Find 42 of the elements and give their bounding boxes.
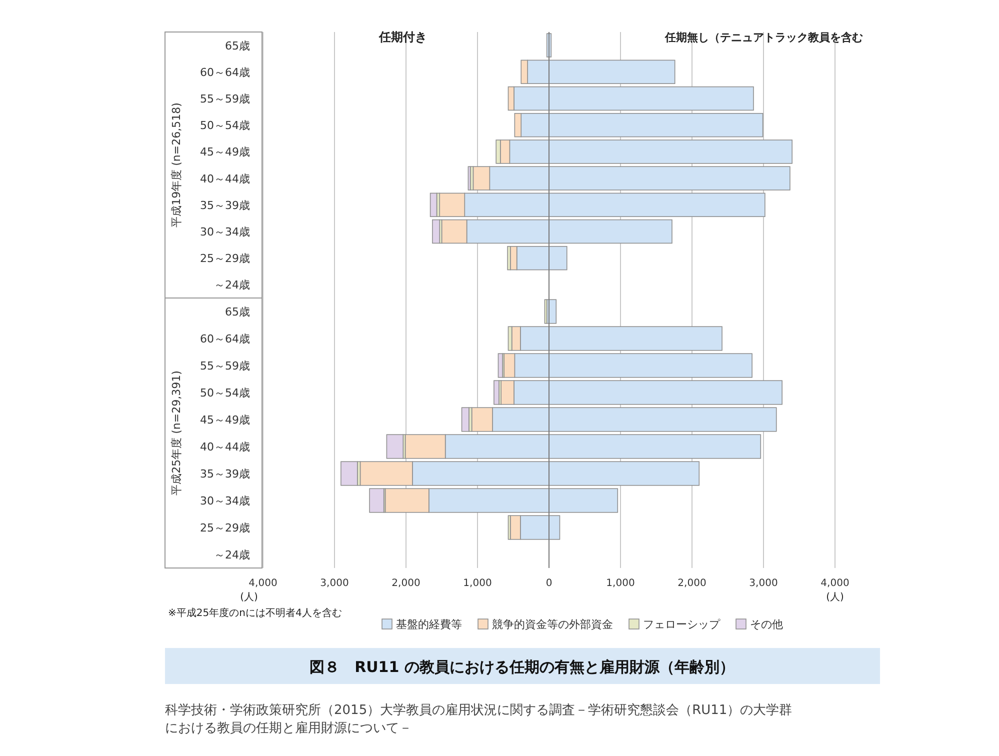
x-tick-label: 3,000 — [320, 578, 349, 589]
y-tick-label: 45～49歳 — [200, 414, 250, 426]
legend-label: その他 — [750, 618, 783, 631]
legend-label: 競争的資金等の外部資金 — [492, 618, 613, 631]
y-tick-label: 65歳 — [225, 306, 250, 318]
y-tick-label: ～24歳 — [214, 548, 250, 562]
x-tick-label: 1,000 — [606, 578, 635, 589]
annotation: 任期付き — [378, 30, 427, 44]
y-tick-label: 40～44歳 — [200, 440, 250, 454]
y-tick-label: ～24歳 — [214, 278, 250, 292]
y-tick-label: 45～49歳 — [200, 146, 250, 159]
y-tick-label: 35～39歳 — [200, 198, 250, 212]
y-tick-label: 40～44歳 — [200, 172, 250, 186]
legend-label: 基盤的経費等 — [396, 618, 462, 631]
y-axis-title: 平成19年度 (n=26,518) — [170, 102, 183, 228]
y-tick-label: 60～64歳 — [200, 66, 250, 79]
y-tick-label: 65歳 — [225, 39, 250, 52]
text: ※平成25年度のnには不明者4人を含む — [168, 607, 342, 619]
y-tick-label: 60～64歳 — [200, 332, 250, 346]
y-axis-title: 平成25年度 (n=29,391) — [170, 370, 183, 496]
y-tick-label: 25～29歳 — [200, 522, 250, 534]
y-tick-label: 50～54歳 — [200, 386, 250, 400]
x-tick-label: 2,000 — [678, 578, 706, 589]
text: (人) — [240, 592, 258, 603]
y-tick-label: 55～59歳 — [200, 92, 250, 106]
y-tick-label: 25～29歳 — [200, 252, 250, 266]
y-tick-label: 30～34歳 — [200, 494, 250, 508]
text: 図８ RU11 の教員における任期の有無と雇用財源（年齢別） — [310, 658, 734, 676]
y-tick-label: 30～34歳 — [200, 226, 250, 238]
y-tick-label: 35～39歳 — [200, 468, 250, 480]
x-tick-label: 1,000 — [463, 578, 492, 589]
annotation: 任期無し（テニュアトラック教員を含む — [664, 31, 863, 44]
y-tick-label: 50～54歳 — [200, 119, 250, 132]
x-tick-label: 0 — [546, 578, 552, 589]
text: 科学技術・学術政策研究所（2015）大学教員の雇用状況に関する調査－学術研究懇談会（RU11）の大学群における教員の任期と雇用財源について－ — [165, 702, 794, 738]
y-tick-label: 55～59歳 — [200, 360, 250, 372]
x-tick-label: 4,000 — [820, 578, 850, 589]
x-tick-label: 3,000 — [749, 578, 778, 589]
x-tick-label: 2,000 — [392, 578, 420, 589]
text: (人) — [826, 592, 844, 603]
legend-label: フェローシップ — [643, 618, 721, 631]
x-tick-label: 4,000 — [248, 578, 278, 589]
